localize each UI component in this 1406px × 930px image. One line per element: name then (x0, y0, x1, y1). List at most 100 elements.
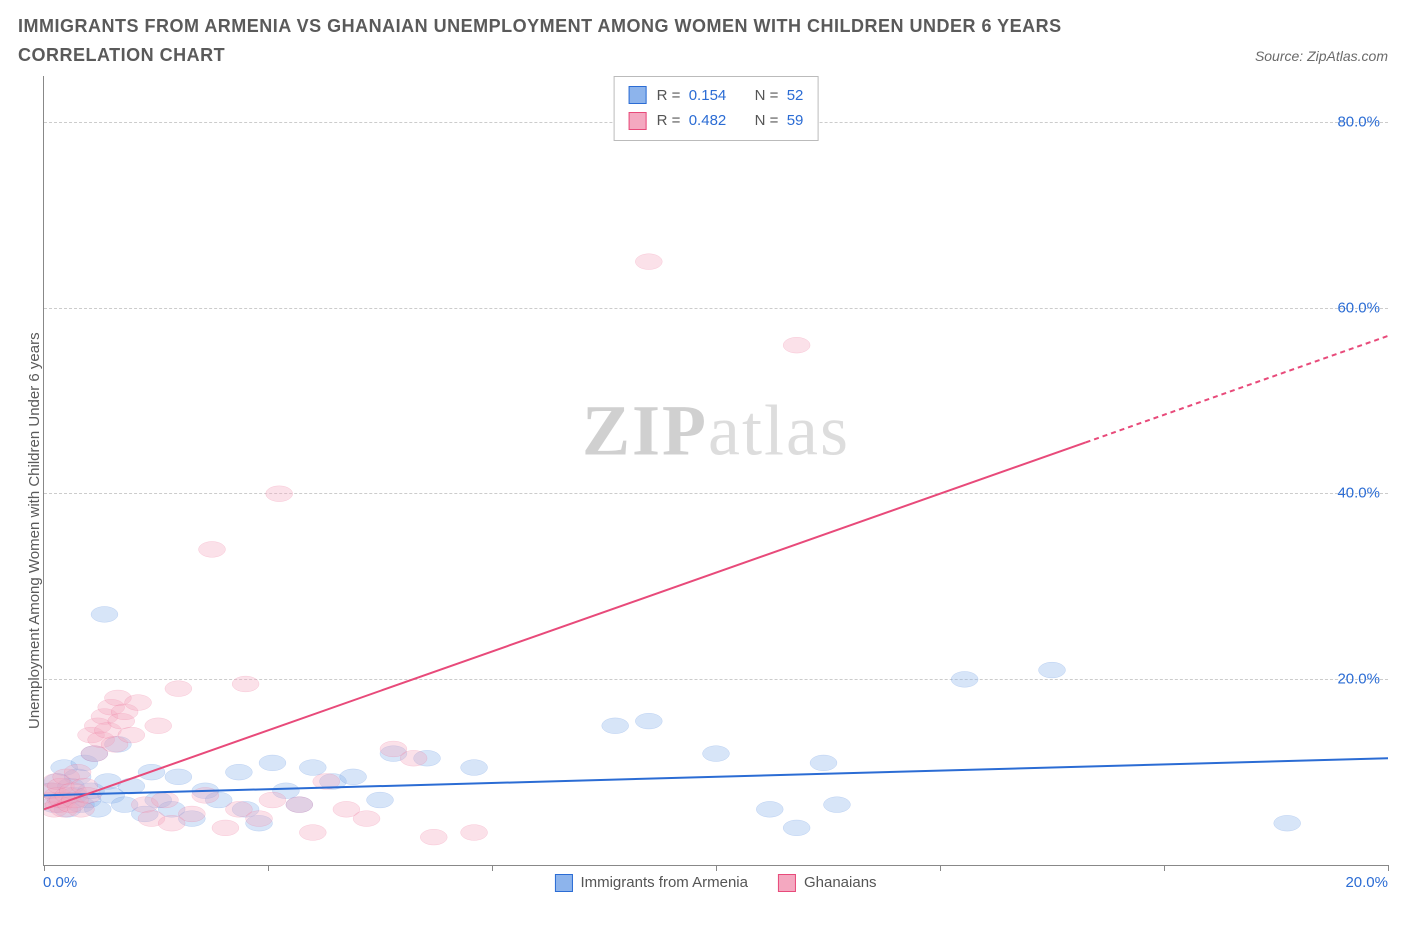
data-point (299, 759, 326, 775)
legend-stat-row: R = 0.154 N = 52 (629, 83, 804, 109)
data-point (152, 792, 179, 808)
data-point (212, 820, 239, 836)
gridline (44, 308, 1388, 309)
data-point (414, 750, 441, 766)
data-point (64, 769, 91, 785)
legend-series: Immigrants from Armenia Ghanaians (554, 874, 876, 892)
data-point (78, 782, 105, 798)
data-point (145, 792, 172, 808)
data-point (420, 829, 447, 845)
data-point (1274, 815, 1301, 831)
legend-item: Immigrants from Armenia (554, 874, 748, 892)
data-point (138, 810, 165, 826)
data-point (44, 792, 64, 808)
data-point (68, 796, 95, 812)
data-point (313, 773, 340, 789)
data-point (635, 253, 662, 269)
data-point (165, 769, 192, 785)
data-point (756, 801, 783, 817)
data-point (44, 773, 71, 789)
data-point (824, 796, 851, 812)
legend-label: Immigrants from Armenia (580, 874, 748, 891)
data-point (225, 764, 252, 780)
data-point (299, 824, 326, 840)
data-point (44, 796, 68, 812)
data-point (81, 745, 108, 761)
data-point (635, 713, 662, 729)
data-point (118, 778, 145, 794)
data-point (88, 731, 115, 747)
legend-stats: R = 0.154 N = 52 R = 0.482 N = 59 (614, 76, 819, 141)
data-point (138, 764, 165, 780)
data-point (94, 722, 121, 738)
data-point (61, 787, 88, 803)
data-point (131, 806, 158, 822)
x-tick-mark (1388, 865, 1389, 871)
data-point (59, 782, 86, 798)
data-point (64, 764, 91, 780)
source-label: Source: ZipAtlas.com (1255, 48, 1388, 70)
data-point (340, 769, 367, 785)
y-tick-label: 40.0% (1337, 485, 1380, 502)
data-point (259, 792, 286, 808)
data-point (91, 606, 118, 622)
data-point (74, 792, 101, 808)
legend-swatch (629, 112, 647, 130)
chart-area: Unemployment Among Women with Children U… (18, 76, 1388, 906)
trend-line (44, 758, 1388, 795)
gridline (44, 493, 1388, 494)
data-point (54, 801, 81, 817)
data-point (400, 750, 427, 766)
legend-swatch (778, 874, 796, 892)
trend-line-extrapolated (1086, 335, 1388, 442)
data-point (199, 541, 226, 557)
data-point (380, 741, 407, 757)
data-point (78, 727, 105, 743)
data-point (44, 782, 66, 798)
data-point (68, 801, 95, 817)
data-point (84, 801, 111, 817)
data-point (118, 727, 145, 743)
y-tick-label: 80.0% (1337, 114, 1380, 131)
data-point (45, 796, 72, 812)
legend-stat-row: R = 0.482 N = 59 (629, 108, 804, 134)
legend-swatch (629, 86, 647, 104)
x-tick-label: 0.0% (43, 874, 77, 891)
data-point (320, 773, 347, 789)
data-point (367, 792, 394, 808)
data-point (192, 787, 219, 803)
data-point (461, 824, 488, 840)
data-point (158, 815, 185, 831)
y-tick-label: 20.0% (1337, 670, 1380, 687)
data-point (49, 792, 76, 808)
data-point (101, 736, 128, 752)
data-point (53, 769, 80, 785)
data-point (104, 690, 131, 706)
data-point (47, 792, 74, 808)
data-point (178, 810, 205, 826)
y-axis-title: Unemployment Among Women with Children U… (18, 76, 43, 906)
data-point (232, 801, 259, 817)
legend-swatch (554, 874, 572, 892)
legend-r: R = 0.482 (657, 108, 727, 134)
data-point (61, 792, 88, 808)
data-point (98, 787, 125, 803)
data-point (461, 759, 488, 775)
y-tick-label: 60.0% (1337, 299, 1380, 316)
data-point (165, 680, 192, 696)
data-point (44, 801, 68, 817)
gridline (44, 679, 1388, 680)
data-point (225, 801, 252, 817)
data-point (353, 810, 380, 826)
data-point (55, 787, 82, 803)
data-point (44, 782, 64, 798)
data-point (178, 806, 205, 822)
data-point (145, 717, 172, 733)
data-point (158, 801, 185, 817)
data-point (380, 745, 407, 761)
data-point (272, 782, 299, 798)
data-point (111, 796, 138, 812)
data-point (1039, 662, 1066, 678)
data-point (111, 704, 138, 720)
legend-item: Ghanaians (778, 874, 877, 892)
